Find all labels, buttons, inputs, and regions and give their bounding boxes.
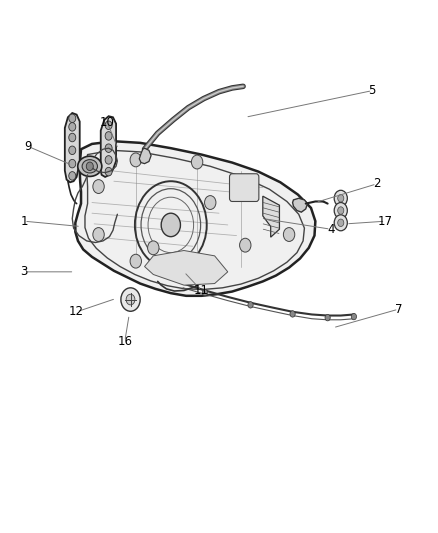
Circle shape <box>334 190 347 206</box>
Text: 7: 7 <box>395 303 403 316</box>
Circle shape <box>105 121 112 130</box>
Circle shape <box>69 114 76 123</box>
Circle shape <box>205 196 216 209</box>
Polygon shape <box>65 113 80 182</box>
Circle shape <box>290 311 295 317</box>
Circle shape <box>69 123 76 131</box>
Circle shape <box>240 238 251 252</box>
Circle shape <box>191 155 203 169</box>
Circle shape <box>351 313 357 320</box>
Circle shape <box>105 132 112 140</box>
Circle shape <box>126 294 135 305</box>
Text: 16: 16 <box>117 335 132 348</box>
Circle shape <box>161 213 180 237</box>
FancyBboxPatch shape <box>230 174 259 201</box>
Circle shape <box>334 203 347 219</box>
Circle shape <box>338 207 344 214</box>
Circle shape <box>334 215 347 231</box>
Text: 4: 4 <box>327 223 335 236</box>
Text: 11: 11 <box>194 284 209 297</box>
Circle shape <box>338 195 344 202</box>
Circle shape <box>130 254 141 268</box>
Circle shape <box>248 302 253 308</box>
Text: 2: 2 <box>373 177 381 190</box>
Polygon shape <box>75 141 315 296</box>
Polygon shape <box>263 196 279 237</box>
Circle shape <box>93 228 104 241</box>
Circle shape <box>148 241 159 255</box>
Circle shape <box>338 219 344 227</box>
Circle shape <box>105 167 112 176</box>
Text: 17: 17 <box>378 215 393 228</box>
Ellipse shape <box>78 156 102 176</box>
Polygon shape <box>293 198 307 212</box>
Circle shape <box>69 159 76 168</box>
Circle shape <box>130 153 141 167</box>
Circle shape <box>86 162 93 171</box>
Circle shape <box>69 146 76 155</box>
Circle shape <box>69 133 76 142</box>
Text: 3: 3 <box>21 265 28 278</box>
Text: 10: 10 <box>100 116 115 129</box>
Circle shape <box>69 172 76 180</box>
Circle shape <box>105 156 112 164</box>
Polygon shape <box>145 251 228 285</box>
Ellipse shape <box>82 160 97 173</box>
Polygon shape <box>101 116 116 177</box>
Text: 1: 1 <box>20 215 28 228</box>
Circle shape <box>105 144 112 152</box>
Circle shape <box>283 228 295 241</box>
Text: 12: 12 <box>69 305 84 318</box>
Circle shape <box>121 288 140 311</box>
Circle shape <box>191 265 203 279</box>
Circle shape <box>202 289 208 296</box>
Circle shape <box>93 180 104 193</box>
Circle shape <box>325 314 330 321</box>
Text: 9: 9 <box>25 140 32 153</box>
Polygon shape <box>139 148 151 164</box>
Text: 5: 5 <box>369 84 376 97</box>
